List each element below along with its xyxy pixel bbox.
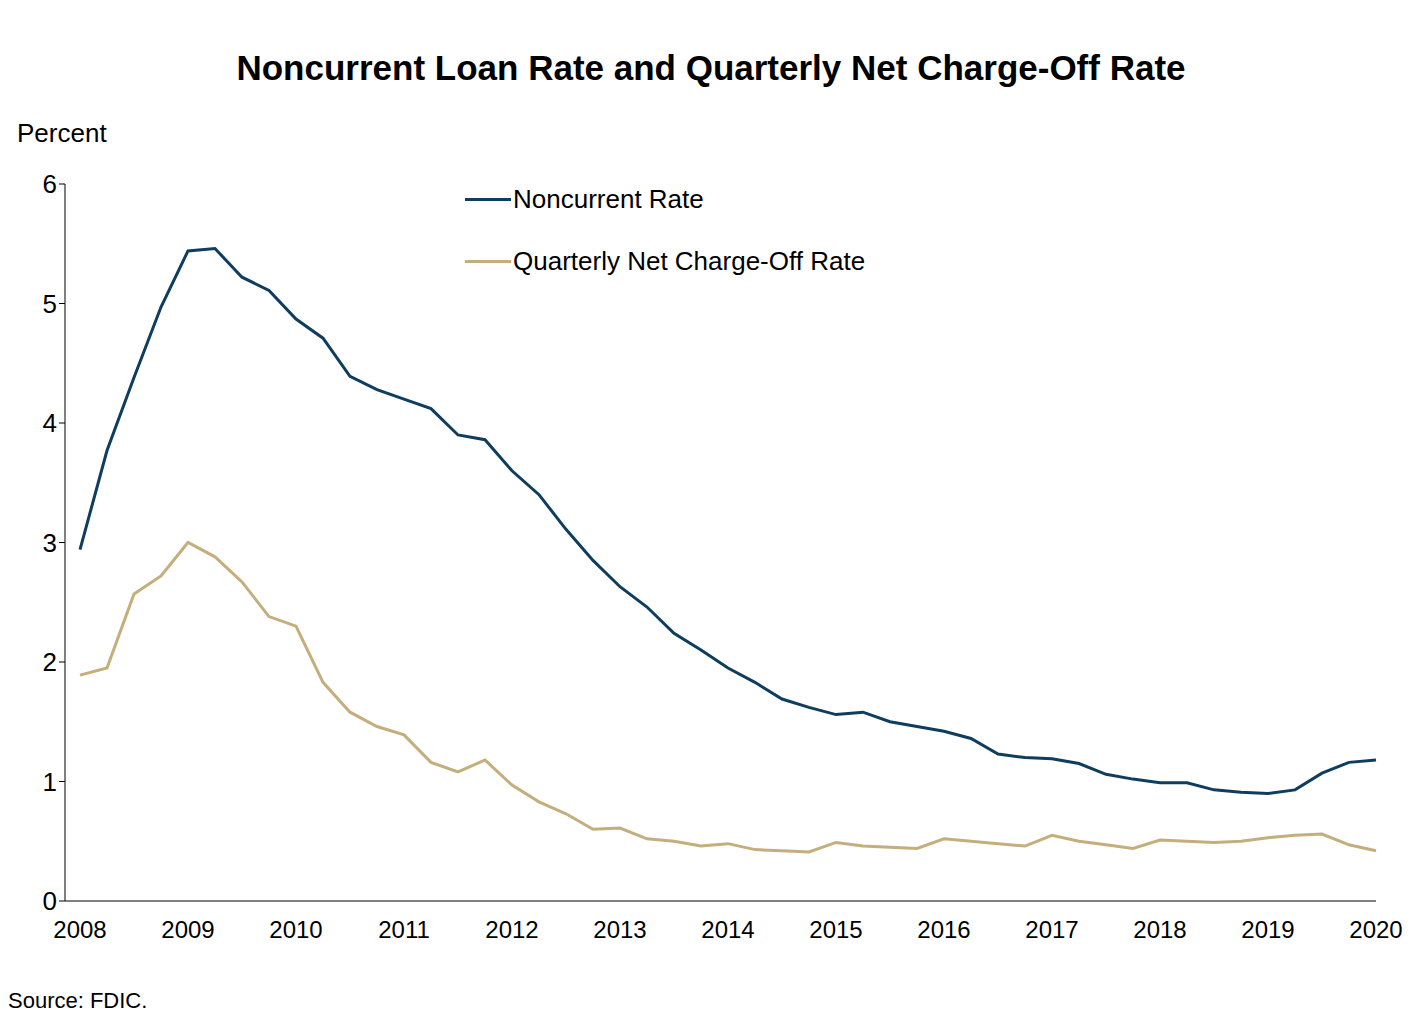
svg-text:2015: 2015: [809, 916, 862, 943]
svg-text:2020: 2020: [1349, 916, 1402, 943]
svg-text:2010: 2010: [269, 916, 322, 943]
svg-text:3: 3: [43, 528, 57, 558]
svg-text:2018: 2018: [1133, 916, 1186, 943]
svg-text:2019: 2019: [1241, 916, 1294, 943]
svg-text:2017: 2017: [1025, 916, 1078, 943]
html-text:Quarterly Net Charge-Off Rate: Quarterly Net Charge-Off Rate: [513, 245, 866, 276]
svg-text:2012: 2012: [485, 916, 538, 943]
svg-text:5: 5: [43, 289, 57, 319]
html-text:Percent: Percent: [17, 118, 107, 148]
svg-text:2011: 2011: [378, 916, 430, 943]
svg-text:2014: 2014: [701, 916, 754, 943]
svg-text:2016: 2016: [917, 916, 970, 943]
html-text:Source: FDIC.: Source: FDIC.: [8, 988, 148, 1013]
svg-text:4: 4: [43, 408, 57, 438]
html-text:Noncurrent Loan Rate and Quart: Noncurrent Loan Rate and Quarterly Net C…: [236, 48, 1186, 87]
html-text:Noncurrent Rate: Noncurrent Rate: [513, 183, 704, 214]
svg-text:2009: 2009: [161, 916, 214, 943]
svg-text:2013: 2013: [593, 916, 646, 943]
svg-text:1: 1: [43, 767, 57, 797]
svg-text:6: 6: [43, 169, 57, 199]
svg-text:2: 2: [43, 647, 57, 677]
svg-text:2008: 2008: [53, 916, 106, 943]
svg-text:0: 0: [43, 886, 57, 916]
